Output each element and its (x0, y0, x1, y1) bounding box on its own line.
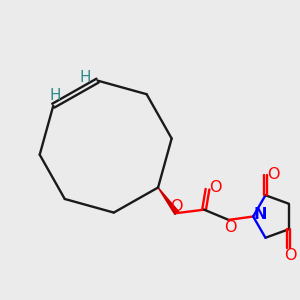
Text: H: H (49, 88, 61, 103)
Text: O: O (267, 167, 279, 182)
Text: O: O (224, 220, 237, 235)
Text: O: O (209, 180, 221, 195)
Text: N: N (254, 207, 267, 222)
Text: O: O (171, 200, 183, 214)
Text: O: O (284, 248, 296, 263)
Polygon shape (158, 188, 179, 214)
Text: H: H (80, 70, 92, 85)
